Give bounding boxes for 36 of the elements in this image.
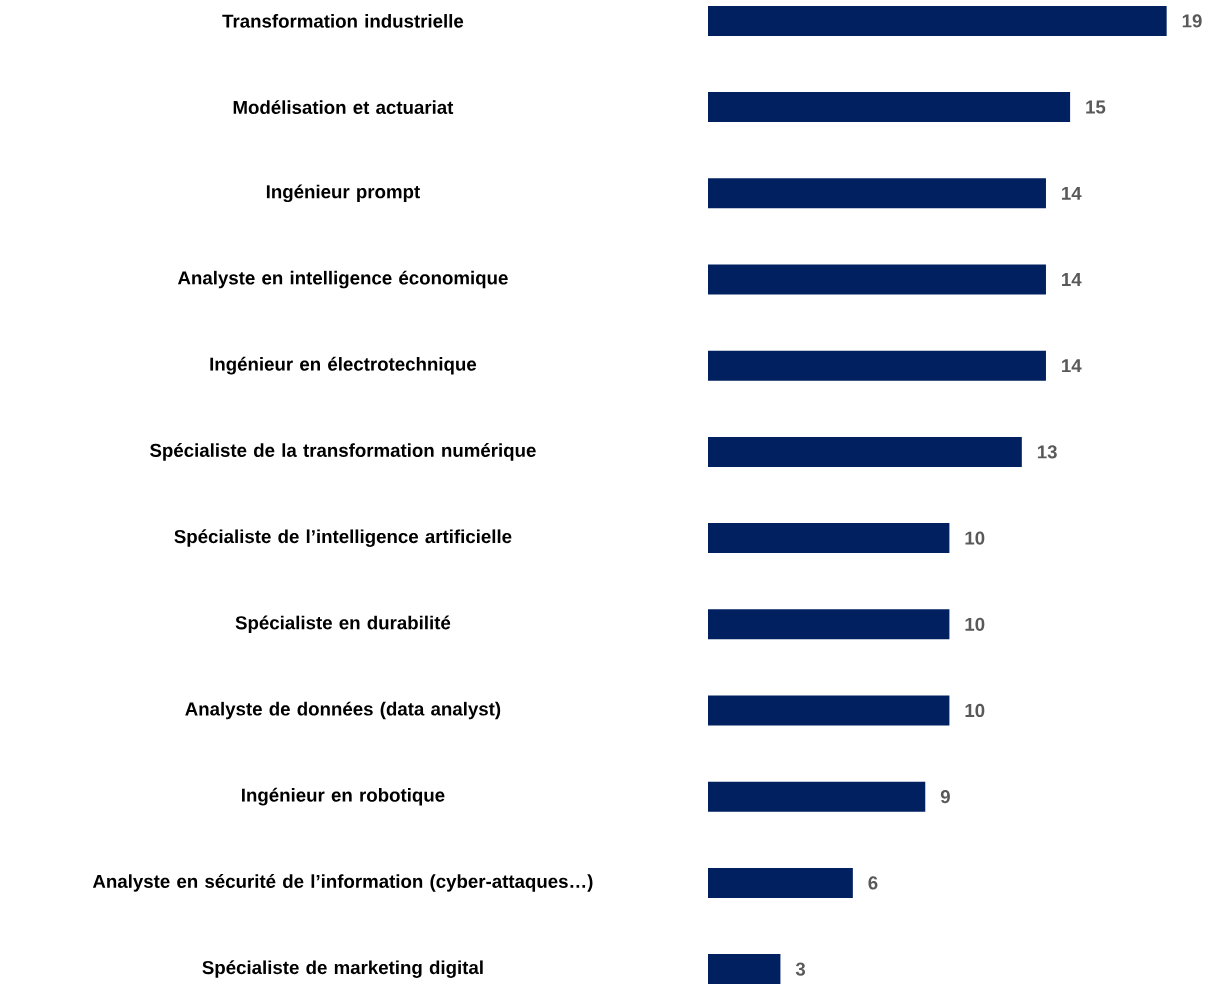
data-label: 13 <box>1037 445 1057 459</box>
data-label: 14 <box>1062 186 1082 200</box>
data-label: 19 <box>1182 14 1202 28</box>
data-label: 14 <box>1062 359 1082 373</box>
bar <box>708 954 781 985</box>
bar <box>708 523 950 554</box>
y-tick-label: Ingénieur en robotique <box>242 787 445 806</box>
bar <box>708 350 1046 381</box>
y-tick-label: Ingénieur en électrotechnique <box>210 356 477 375</box>
bar <box>708 5 1167 36</box>
bar <box>708 695 950 726</box>
y-tick-label: Transformation industrielle <box>222 14 464 28</box>
y-tick-label: Spécialiste de la transformation numérique <box>150 443 536 461</box>
y-tick-label: Spécialiste en durabilité <box>235 615 451 634</box>
y-tick-label: Analyste en intelligence économique <box>177 270 508 289</box>
data-label: 10 <box>965 617 985 631</box>
y-tick-label: Modélisation et actuariat <box>233 100 454 115</box>
data-label: 9 <box>940 790 950 804</box>
y-tick-label: Analyste de données (data analyst) <box>185 701 501 720</box>
bar <box>708 609 950 640</box>
y-tick-label: Analyste en sécurité de l’information (cyber-attaques…) <box>92 874 593 892</box>
data-label: 14 <box>1062 273 1082 286</box>
bar <box>708 781 926 812</box>
data-label: 6 <box>868 876 878 890</box>
bar <box>708 867 853 898</box>
data-label: 15 <box>1086 100 1106 114</box>
y-tick-label: Ingénieur prompt <box>266 184 420 203</box>
data-label: 10 <box>965 703 985 718</box>
bar <box>708 92 1071 123</box>
data-label: 10 <box>965 531 985 545</box>
y-tick-label: Spécialiste de l’intelligence artificielle <box>174 529 512 547</box>
bar <box>708 264 1046 295</box>
bar <box>708 178 1046 209</box>
data-label: 3 <box>795 962 806 976</box>
bar <box>708 436 1022 467</box>
y-tick-label: Spécialiste de marketing digital <box>202 960 483 978</box>
